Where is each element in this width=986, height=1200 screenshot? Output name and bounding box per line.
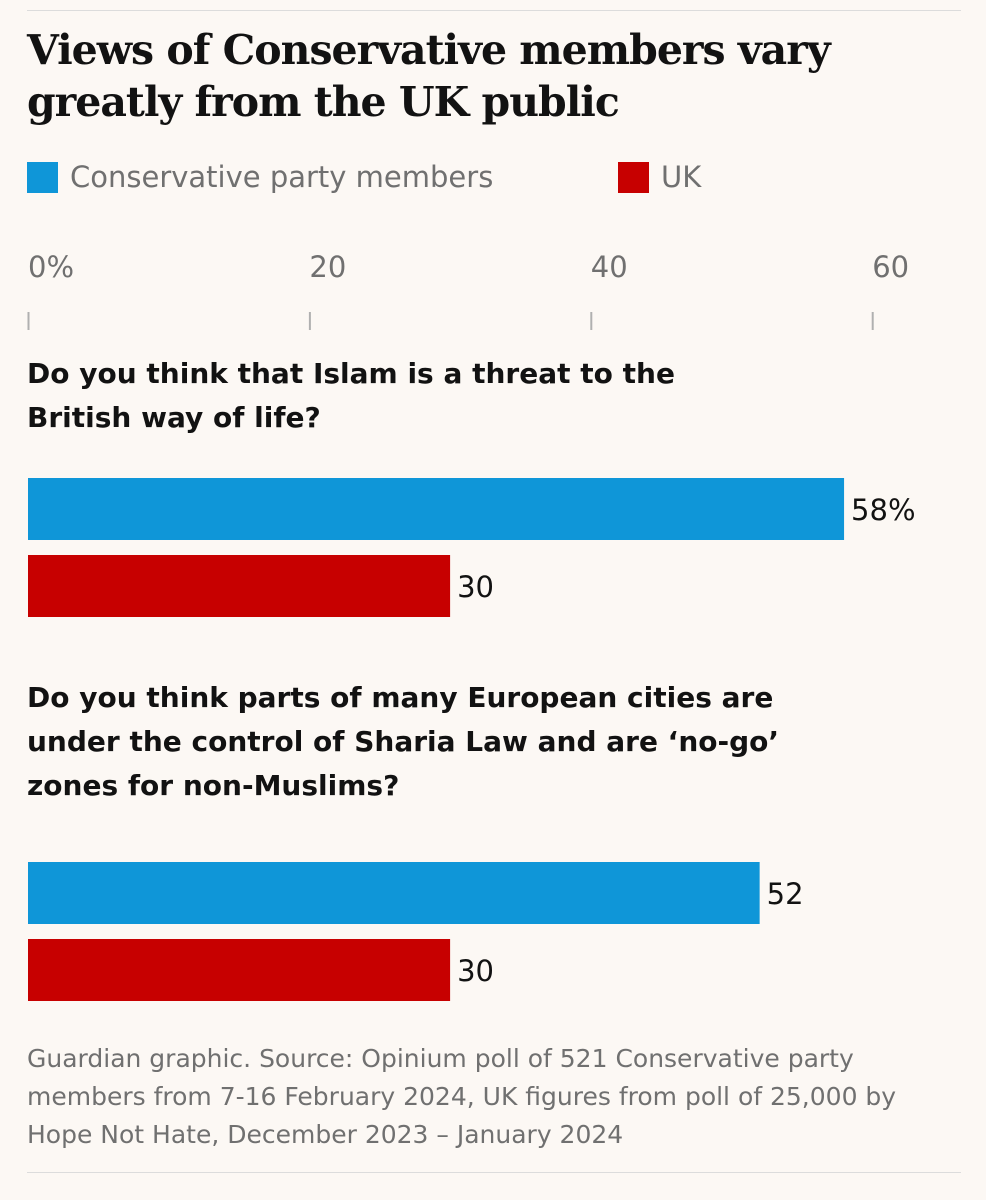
- top-rule: [27, 10, 961, 11]
- question-2: Do you think parts of many European citi…: [27, 681, 780, 802]
- bar-label-q1-conservative: 58%: [851, 493, 915, 527]
- x-tick-label-20: 20: [309, 250, 346, 284]
- legend-swatch-conservative: [27, 161, 58, 193]
- x-tick-label-40: 40: [591, 250, 628, 284]
- source-note: Guardian graphic. Source: Opinium poll o…: [27, 1044, 897, 1149]
- bar-q1-uk: [28, 555, 451, 617]
- bar-label-q1-uk: 30: [457, 570, 494, 604]
- bar-q1-conservative: [28, 478, 845, 540]
- legend-label-uk: UK: [661, 160, 702, 194]
- bar-label-q2-conservative: 52: [767, 877, 804, 911]
- x-tick-label-0: 0%: [28, 250, 74, 284]
- question-1: Do you think that Islam is a threat to t…: [27, 357, 675, 434]
- bottom-rule: [27, 1172, 961, 1173]
- legend: Conservative party members UK: [27, 160, 957, 200]
- legend-item-conservative: Conservative party members: [27, 160, 493, 194]
- x-tick-label-60: 60: [872, 250, 909, 284]
- legend-item-uk: UK: [618, 160, 701, 194]
- bar-q2-uk: [28, 939, 451, 1001]
- legend-swatch-uk: [618, 161, 649, 193]
- bar-label-q2-uk: 30: [457, 954, 494, 988]
- chart-title: Views of Conservative members vary great…: [27, 26, 831, 126]
- bar-q2-conservative: [28, 862, 760, 924]
- legend-label-conservative: Conservative party members: [70, 160, 494, 194]
